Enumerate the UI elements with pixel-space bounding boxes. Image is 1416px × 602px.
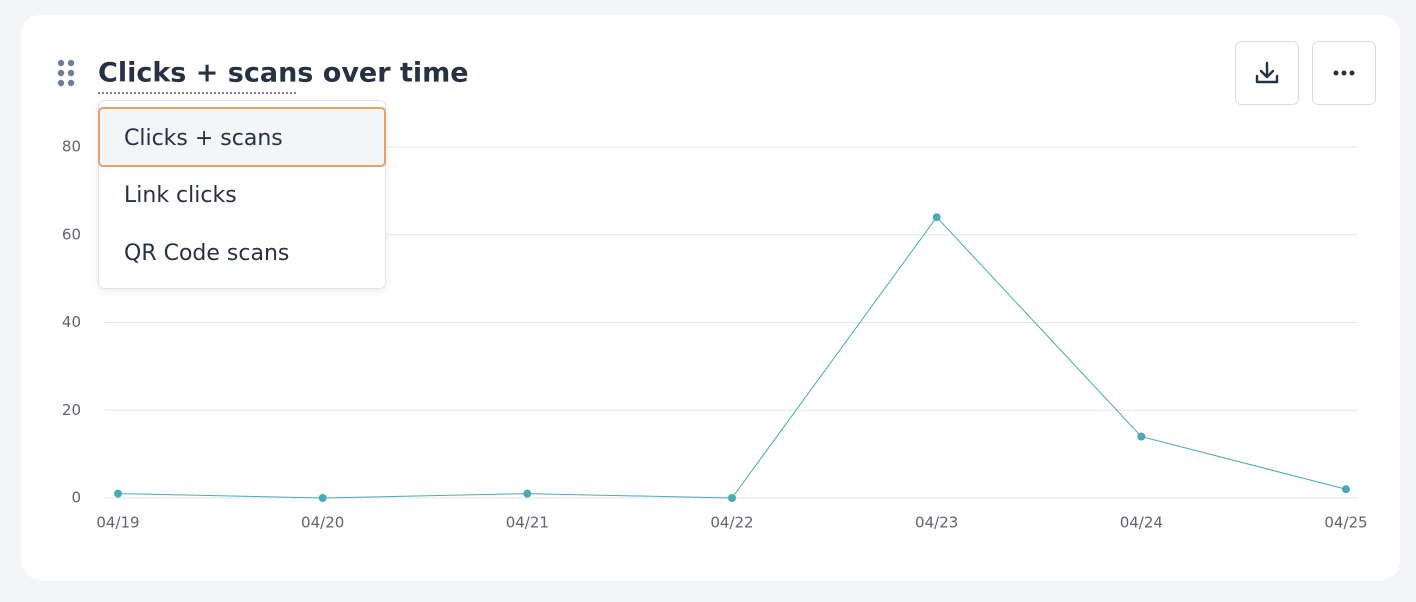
x-tick-label: 04/20 <box>301 514 344 532</box>
point <box>523 489 532 498</box>
point <box>1342 485 1350 494</box>
y-tick-label: 60 <box>62 225 81 243</box>
download-button[interactable] <box>1235 41 1299 105</box>
card <box>21 15 1400 580</box>
x-tick-label: 04/22 <box>710 514 753 532</box>
point <box>114 489 122 498</box>
y-tick-label: 0 <box>71 489 81 507</box>
point <box>728 494 736 502</box>
drag-handle[interactable] <box>57 59 75 87</box>
point <box>932 213 941 222</box>
x-tick-label: 04/21 <box>506 514 549 532</box>
menu-item[interactable]: Clicks + scans <box>124 126 283 151</box>
menu-item[interactable]: Link clicks <box>124 183 237 208</box>
more-button[interactable] <box>1312 41 1376 105</box>
point <box>1137 432 1146 441</box>
x-tick-label: 04/24 <box>1120 514 1163 532</box>
y-tick-label: 80 <box>62 138 81 156</box>
menu-item-highlight <box>98 107 386 167</box>
x-tick-label: 04/19 <box>96 514 139 532</box>
y-tick-label: 40 <box>62 313 81 331</box>
menu-item[interactable]: QR Code scans <box>124 241 289 266</box>
x-tick-label: 04/23 <box>915 514 958 532</box>
chart-title[interactable]: Clicks + scans over time <box>98 58 469 89</box>
metric-menu: Clicks + scans Link clicks QR Code scans <box>98 100 386 289</box>
point <box>318 494 327 502</box>
y-tick-label: 20 <box>62 401 81 419</box>
x-tick-label: 04/25 <box>1324 514 1367 532</box>
